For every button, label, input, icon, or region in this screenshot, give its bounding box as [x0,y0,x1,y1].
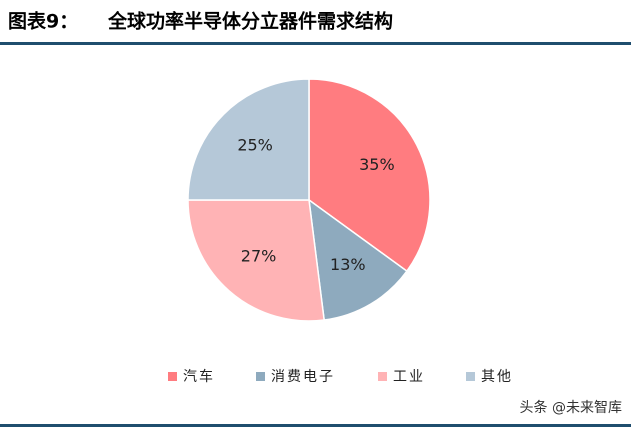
pie-slice [308,198,408,321]
legend-swatch [256,372,265,381]
legend-swatch [378,372,387,381]
bottom-rule [0,424,631,427]
legend-label: 其他 [481,369,513,385]
slice-label: 13% [330,255,366,274]
watermark: 头条 @未来智库 [520,399,622,416]
figure-label: 图表9： [8,10,78,33]
pie-slice [187,199,326,322]
legend-label: 消费电子 [271,369,335,385]
slice-label: 25% [237,136,273,155]
legend-label: 工业 [393,369,425,385]
slice-label: 27% [241,247,277,266]
legend-swatch [466,372,475,381]
legend-label: 汽车 [183,368,215,385]
title-rule [0,42,631,45]
chart-title: 全球功率半导体分立器件需求结构 [107,10,393,33]
pie-slice [308,78,431,273]
legend-swatch [168,372,177,381]
slice-label: 35% [359,155,395,174]
pie-slice [187,78,310,201]
